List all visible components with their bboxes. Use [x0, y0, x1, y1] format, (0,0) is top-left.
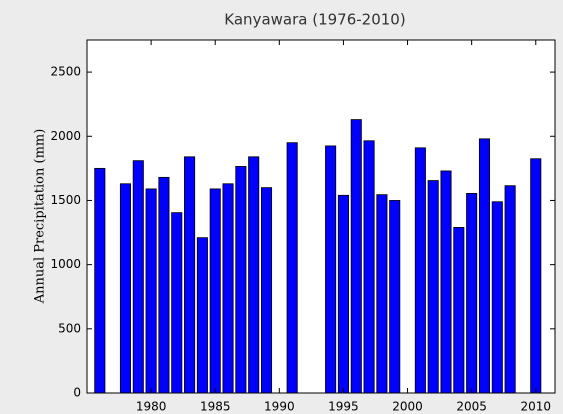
bar	[427, 180, 439, 394]
x-tick-label: 2000	[392, 400, 423, 414]
bar	[376, 194, 388, 394]
bar	[158, 176, 170, 394]
bar	[119, 183, 131, 394]
bar	[530, 158, 542, 394]
bar	[491, 201, 503, 394]
bar	[337, 194, 349, 394]
bar	[286, 142, 298, 394]
x-tick-label: 1990	[264, 400, 295, 414]
x-tick-label: 2010	[520, 400, 551, 414]
bar	[389, 200, 401, 394]
y-tick-label: 1500	[50, 193, 81, 207]
x-tick-label: 1980	[136, 400, 167, 414]
y-tick-label: 500	[58, 321, 81, 335]
y-tick-label: 2000	[50, 129, 81, 143]
bar	[363, 140, 375, 394]
bar	[235, 166, 247, 394]
y-tick-label: 1000	[50, 257, 81, 271]
bar	[145, 188, 157, 394]
bar	[209, 188, 221, 394]
bar	[504, 185, 516, 394]
bar	[248, 156, 260, 394]
bar	[453, 227, 465, 394]
y-tick-label: 0	[73, 386, 81, 400]
x-tick-label: 1995	[328, 400, 359, 414]
y-tick-label: 2500	[50, 65, 81, 79]
bar	[171, 212, 183, 394]
bar	[260, 187, 273, 394]
x-tick-label: 1985	[200, 400, 231, 414]
bar	[478, 138, 491, 394]
bar	[414, 147, 426, 394]
bar	[325, 145, 337, 394]
bar	[132, 160, 144, 394]
bar	[196, 237, 208, 394]
bar	[94, 167, 106, 394]
x-tick-label: 2005	[456, 400, 487, 414]
bar	[184, 156, 196, 394]
bar	[440, 170, 452, 394]
bar	[350, 119, 362, 394]
chart-title: Kanyawara (1976-2010)	[224, 11, 405, 29]
bar	[222, 183, 234, 394]
y-axis-label: Annual Precipitation (mm)	[33, 129, 48, 305]
axes-box	[86, 39, 556, 394]
bar	[466, 192, 478, 394]
